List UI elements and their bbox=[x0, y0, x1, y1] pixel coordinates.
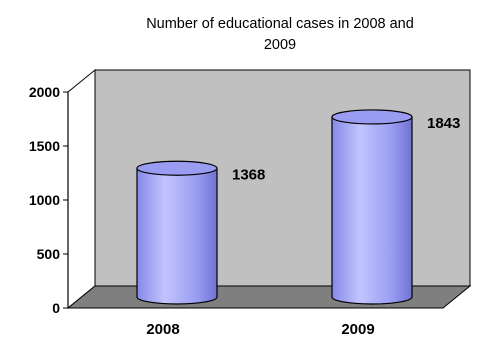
bar-top bbox=[331, 109, 413, 125]
y-tick-label: 500 bbox=[37, 246, 61, 262]
chart-title: Number of educational cases in 2008 and … bbox=[146, 16, 414, 53]
x-tick-label: 2008 bbox=[146, 321, 179, 338]
bar-body bbox=[331, 116, 413, 305]
data-label: 1843 bbox=[427, 115, 460, 132]
y-tick-label: 1500 bbox=[29, 138, 60, 154]
x-axis: 2008 2009 bbox=[146, 321, 374, 338]
x-tick-label: 2009 bbox=[341, 321, 374, 338]
y-tick-label: 2000 bbox=[29, 84, 60, 100]
data-label: 1368 bbox=[232, 166, 265, 183]
side-wall bbox=[67, 68, 96, 310]
chart-title-line-2: 2009 bbox=[264, 37, 296, 53]
bar-2008: 1368 bbox=[136, 160, 265, 305]
bars: 1368 1843 bbox=[136, 109, 460, 305]
y-tick-label: 1000 bbox=[29, 192, 60, 208]
y-axis: 0 500 1000 1500 2000 bbox=[29, 84, 68, 316]
y-tick-label: 0 bbox=[52, 300, 60, 316]
bar-body bbox=[136, 167, 218, 305]
bar-2009: 1843 bbox=[331, 109, 460, 305]
chart-title-line-1: Number of educational cases in 2008 and bbox=[146, 16, 414, 32]
bar-top bbox=[136, 160, 218, 176]
